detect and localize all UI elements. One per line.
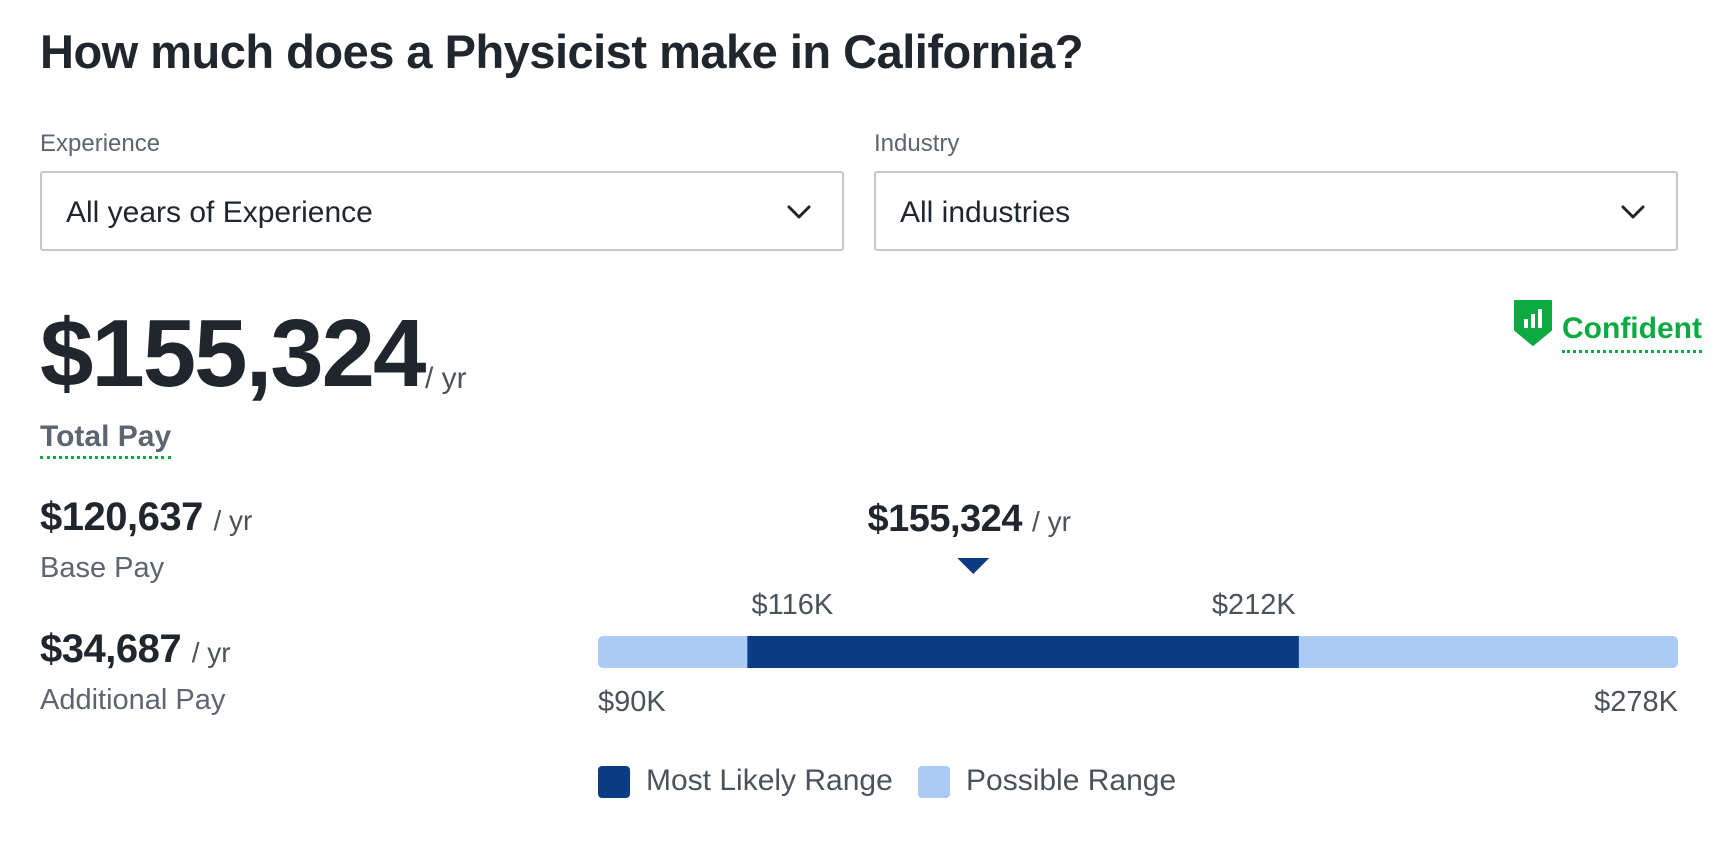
marker-value-amount: $155,324 [867, 498, 1022, 540]
additional-pay-label: Additional Pay [40, 684, 226, 716]
legend-label-most-likely: Most Likely Range [646, 764, 893, 797]
experience-select-value: All years of Experience [66, 196, 373, 229]
experience-select[interactable]: All years of Experience [40, 171, 844, 251]
most-likely-range-bar [747, 636, 1299, 668]
legend-label-possible: Possible Range [966, 764, 1177, 797]
industry-select[interactable]: All industries [874, 171, 1678, 251]
range-max-label: $278K [1594, 686, 1678, 718]
additional-pay-per: / yr [191, 637, 231, 668]
confidence-badge[interactable]: Confident [1512, 298, 1702, 358]
experience-label: Experience [40, 130, 161, 157]
base-pay-per: / yr [213, 505, 253, 536]
base-pay-label: Base Pay [40, 552, 165, 584]
additional-pay-value: $34,687 [40, 627, 182, 671]
likely-high-label: $212K [1211, 589, 1296, 621]
legend-swatch-possible [918, 766, 950, 798]
industry-select-value: All industries [900, 196, 1071, 229]
chevron-down-icon [787, 205, 811, 219]
total-pay-per: / yr [425, 362, 467, 395]
base-pay-value: $120,637 [40, 495, 203, 539]
legend-swatch-most-likely [598, 766, 630, 798]
total-pay-amount: $155,324 [40, 300, 426, 407]
confidence-shield-icon [1514, 300, 1552, 346]
marker-value: $155,324 / yr [867, 498, 1070, 541]
total-pay-label[interactable]: Total Pay [40, 420, 172, 459]
range-min-label: $90K [598, 686, 666, 718]
marker-triangle [957, 558, 990, 574]
likely-low-label: $116K [751, 589, 834, 621]
page-title: How much does a Physicist make in Califo… [40, 25, 1084, 78]
marker-value-per: / yr [1032, 506, 1071, 537]
industry-label: Industry [874, 130, 960, 157]
base-pay-amount: $120,637 / yr [40, 495, 252, 540]
additional-pay-amount: $34,687 / yr [40, 627, 231, 672]
confidence-label: Confident [1562, 312, 1702, 353]
chevron-down-icon [1621, 205, 1645, 219]
